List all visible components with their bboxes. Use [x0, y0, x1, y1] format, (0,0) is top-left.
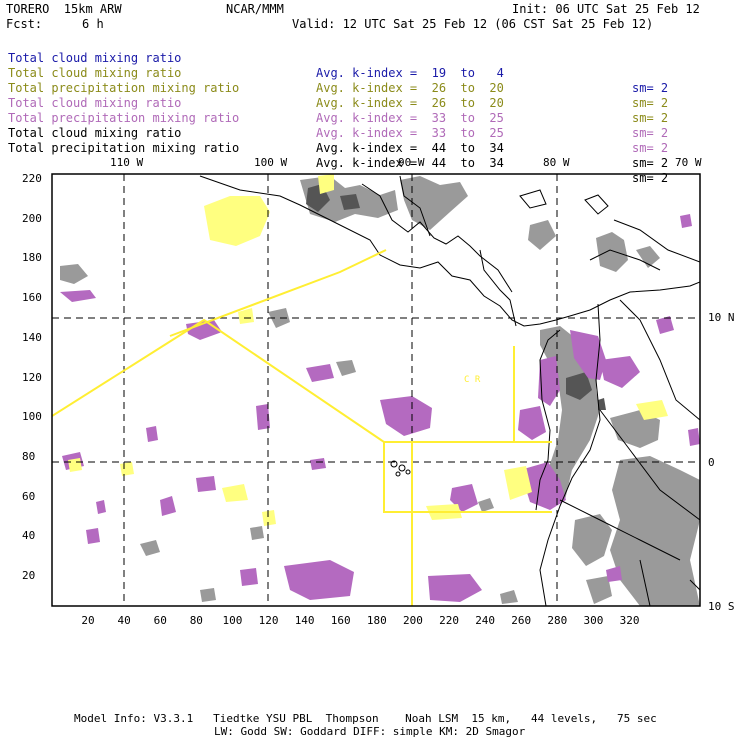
galapagos-islands [390, 460, 411, 477]
legend-field: Total precipitation mixing ratio [8, 81, 240, 95]
legend-row: Total cloud mixing ratio Avg. k-index = … [8, 81, 668, 156]
model-title: TORERO 15km ARW [6, 2, 122, 16]
legend-sm: sm= 2 [632, 81, 669, 95]
legend-kindex: Avg. k-index = 44 to 34 [316, 141, 504, 155]
legend-sm: sm= 2 [632, 111, 669, 125]
legend-sm: sm= 2 [632, 126, 669, 140]
legend-row: Total cloud mixing ratio Avg. k-index = … [8, 51, 668, 126]
fcst-value: 6 h [82, 17, 104, 31]
x-tick-label: 20 [81, 614, 95, 627]
y-tick-label: 120 [22, 370, 42, 384]
y-tick-label: 20 [22, 569, 36, 582]
lon-label: 70 W [675, 156, 702, 169]
lon-label: 80 W [543, 156, 570, 169]
legend-kindex: Avg. k-index = 33 to 25 [316, 111, 504, 125]
legend-field: Total cloud mixing ratio [8, 126, 182, 140]
legend-field: Total precipitation mixing ratio [8, 141, 240, 155]
legend-row: Total cloud mixing ratio Avg. k-index = … [8, 36, 668, 111]
lon-label: 100 W [254, 156, 288, 169]
init-time: Init: 06 UTC Sat 25 Feb 12 [512, 2, 700, 16]
lat-label: 10 S [708, 600, 735, 613]
lat-label: 0 [708, 456, 715, 469]
y-tick-label: 220 [22, 172, 42, 185]
y-tick-label: 40 [22, 529, 36, 543]
legend-field: Total precipitation mixing ratio [8, 111, 240, 125]
region-label: C R [464, 375, 481, 385]
x-tick-label: 100 [222, 614, 243, 627]
y-tick-label: 160 [22, 291, 42, 305]
x-tick-label: 40 [117, 614, 131, 627]
y-tick-label: 60 [22, 489, 36, 503]
legend-sm: sm= 2 [632, 96, 669, 110]
cloud-gray-areas [60, 176, 700, 606]
map-frame [51, 173, 701, 607]
y-tick-label: 100 [22, 410, 42, 424]
coastlines [199, 175, 700, 606]
legend-row: Total cloud mixing ratio Avg. k-index = … [8, 111, 668, 186]
lon-label: 90 W [398, 156, 425, 169]
cloud-dark-areas [306, 184, 606, 410]
y-tick-label: 140 [22, 330, 42, 344]
legend-kindex: Avg. k-index = 26 to 20 [316, 81, 504, 95]
legend-sm: sm= 2 [632, 141, 669, 155]
legend-kindex: Avg. k-index = 44 to 34 [316, 156, 504, 170]
x-tick-label: 60 [153, 614, 167, 627]
lat-label: 10 N [708, 311, 735, 324]
legend-kindex: Avg. k-index = 33 to 25 [316, 126, 504, 140]
legend-row: Total precipitation mixing ratio Avg. k-… [8, 66, 668, 141]
x-tick-label: 200 [403, 614, 423, 627]
y-tick-label: 180 [22, 251, 42, 265]
x-tick-label: 320 [619, 614, 640, 627]
x-tick-label: 160 [330, 614, 351, 627]
precip-purple-areas [60, 214, 700, 602]
x-tick-label: 220 [439, 614, 459, 627]
x-tick-label: 140 [294, 614, 315, 627]
cloud-yellow-areas [68, 174, 668, 526]
x-tick-label: 300 [583, 614, 604, 627]
legend-sm: sm= 2 [632, 156, 669, 170]
y-tick-label: 200 [22, 211, 42, 225]
y-tick-label: 80 [22, 449, 36, 463]
x-tick-label: 240 [475, 614, 496, 627]
legend-kindex: Avg. k-index = 26 to 20 [316, 96, 504, 110]
fcst-label: Fcst: [6, 17, 43, 31]
grid-lines [52, 174, 700, 606]
x-tick-label: 180 [366, 614, 387, 627]
region-boundaries [52, 249, 552, 606]
legend-kindex: Avg. k-index = 19 to 4 [316, 66, 504, 80]
x-tick-label: 280 [547, 614, 568, 627]
legend-row: Total precipitation mixing ratio Avg. k-… [8, 96, 668, 171]
center-label: NCAR/MMM [226, 2, 284, 16]
legend-row: Total precipitation mixing ratio Avg. k-… [8, 126, 668, 201]
x-tick-label: 260 [511, 614, 532, 627]
lon-label: 110 W [110, 156, 144, 169]
footer-model-info: Model Info: V3.3.1 Tiedtke YSU PBL Thomp… [74, 712, 657, 725]
x-tick-label: 120 [258, 614, 279, 627]
x-tick-label: 80 [189, 614, 203, 627]
legend-field: Total cloud mixing ratio [8, 96, 182, 110]
footer-physics-info: LW: Godd SW: Goddard DIFF: simple KM: 2D… [214, 725, 526, 738]
legend-field: Total cloud mixing ratio [8, 51, 182, 65]
valid-time: Valid: 12 UTC Sat 25 Feb 12 (06 CST Sat … [292, 17, 654, 31]
legend-field: Total cloud mixing ratio [8, 66, 182, 80]
